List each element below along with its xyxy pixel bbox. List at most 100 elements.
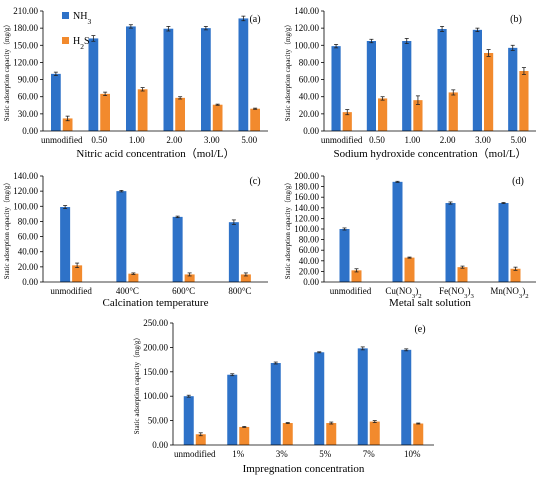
x-tick-label: 5.00 — [510, 135, 526, 145]
error-bar — [486, 49, 491, 57]
chart-panel-d: 0.0020.0040.0060.0080.00100.00120.00140.… — [284, 171, 536, 309]
bar-nh3 — [238, 18, 249, 131]
bar-nh3 — [498, 203, 509, 282]
x-tick-label: 7% — [363, 449, 376, 459]
panel-label: (a) — [249, 14, 260, 25]
x-tick-label: 400°C — [116, 286, 139, 296]
bar-nh3 — [172, 216, 183, 282]
bar-nh3 — [401, 349, 412, 445]
bar-nh3 — [163, 28, 174, 131]
error-bar — [243, 272, 248, 277]
y-tick-label: 120.00 — [294, 213, 319, 223]
bar-h2s — [184, 274, 195, 282]
error-bar — [140, 87, 145, 92]
x-tick-label: 3.00 — [204, 135, 220, 145]
x-axis-label: Nitric acid concentration（mol/L） — [76, 147, 234, 160]
error-bar — [380, 96, 385, 101]
bar-h2s — [369, 421, 380, 445]
panel-label: (c) — [249, 176, 260, 187]
bar-h2s — [510, 268, 521, 282]
error-bar — [175, 215, 180, 219]
bar-nh3 — [508, 47, 518, 131]
y-tick-label: 120.00 — [13, 186, 38, 196]
error-bar — [372, 420, 377, 423]
bar-h2s — [351, 270, 362, 282]
bar-nh3 — [402, 41, 412, 131]
error-bar — [166, 26, 171, 32]
y-tick-label: 80.00 — [299, 235, 320, 245]
bar-nh3 — [357, 348, 368, 445]
y-tick-label: 0.00 — [22, 126, 38, 136]
bar-h2s — [404, 257, 415, 282]
y-tick-label: 20.00 — [18, 262, 39, 272]
y-tick-label: 120.00 — [13, 57, 38, 67]
x-tick-label: unmodified — [330, 286, 372, 296]
y-tick-label: 60.00 — [299, 245, 320, 255]
bar-nh3 — [88, 38, 99, 131]
x-tick-label: unmodified — [50, 286, 92, 296]
y-tick-label: 0.00 — [303, 277, 319, 287]
chart-panel-e: 0.00 50.00 100.00 150.00 200.00 250.00 unmodif… — [133, 318, 434, 475]
x-tick-label: 0.50 — [91, 135, 107, 145]
bar-h2s — [519, 71, 529, 131]
bar-h2s — [448, 92, 458, 131]
error-bar — [178, 96, 183, 100]
y-tick-label: 200.00 — [294, 171, 319, 181]
x-tick-label: 2.00 — [440, 135, 456, 145]
y-tick-label: 150.00 — [143, 367, 168, 377]
y-tick-label: 90.00 — [18, 75, 39, 85]
y-tick-label: 100.00 — [294, 40, 319, 50]
bar-nh3 — [126, 26, 136, 131]
x-tick-label: 1.00 — [404, 135, 420, 145]
x-tick-label: 0.50 — [369, 135, 385, 145]
bar-h2s — [413, 423, 424, 445]
bar-nh3 — [228, 222, 239, 282]
error-bar — [451, 89, 456, 96]
error-bar — [186, 394, 191, 398]
error-bar — [53, 71, 58, 76]
x-axis-label: Calcination temperature — [103, 297, 209, 309]
error-bar — [415, 95, 420, 105]
bar-h2s — [413, 100, 423, 131]
y-axis-label: Static adsorption capacity（mg/g） — [3, 179, 11, 280]
bar-h2s — [100, 93, 110, 131]
x-tick-label: 1.00 — [129, 135, 145, 145]
y-tick-label: 80.00 — [299, 57, 320, 67]
legend-label-nh3: NH3 — [73, 11, 91, 26]
bar-h2s — [175, 97, 185, 131]
error-bar — [317, 351, 322, 354]
bar-nh3 — [60, 207, 71, 282]
error-bar — [360, 346, 365, 351]
y-tick-label: 60.00 — [18, 92, 39, 102]
bar-h2s — [212, 104, 223, 131]
error-bar — [231, 219, 236, 225]
error-bar — [75, 262, 80, 269]
chart-panel-a: 0.00 30.00 60.00 90.00 120.00 150.00 180.00 210… — [3, 6, 268, 160]
y-tick-label: 100.00 — [13, 201, 38, 211]
y-tick-label: 100.00 — [294, 224, 319, 234]
x-tick-label: unmodified — [174, 449, 216, 459]
error-bar — [404, 38, 409, 44]
panel-label: (b) — [510, 14, 522, 25]
y-tick-label: 40.00 — [299, 92, 320, 102]
error-bar — [510, 44, 515, 51]
y-tick-label: 0.00 — [22, 277, 38, 287]
error-bar — [416, 422, 421, 425]
y-tick-label: 180.00 — [294, 182, 319, 192]
error-bar — [342, 227, 347, 231]
error-bar — [285, 422, 290, 424]
x-axis-label: Impregnation concentration — [243, 463, 365, 475]
y-axis-label: Static adsorption capacity（mg/g） — [3, 21, 11, 122]
bar-h2s — [239, 426, 250, 445]
y-tick-label: 60.00 — [299, 75, 320, 85]
x-tick-label: 5.00 — [241, 135, 257, 145]
error-bar — [91, 35, 96, 42]
error-bar — [242, 426, 247, 428]
y-tick-label: 180.00 — [13, 23, 38, 33]
bar-h2s — [240, 274, 251, 282]
x-tick-label: 2.00 — [166, 135, 182, 145]
y-tick-label: 40.00 — [299, 256, 320, 266]
panel-label: (d) — [512, 176, 524, 187]
error-bar — [475, 27, 480, 32]
error-bar — [329, 421, 334, 425]
